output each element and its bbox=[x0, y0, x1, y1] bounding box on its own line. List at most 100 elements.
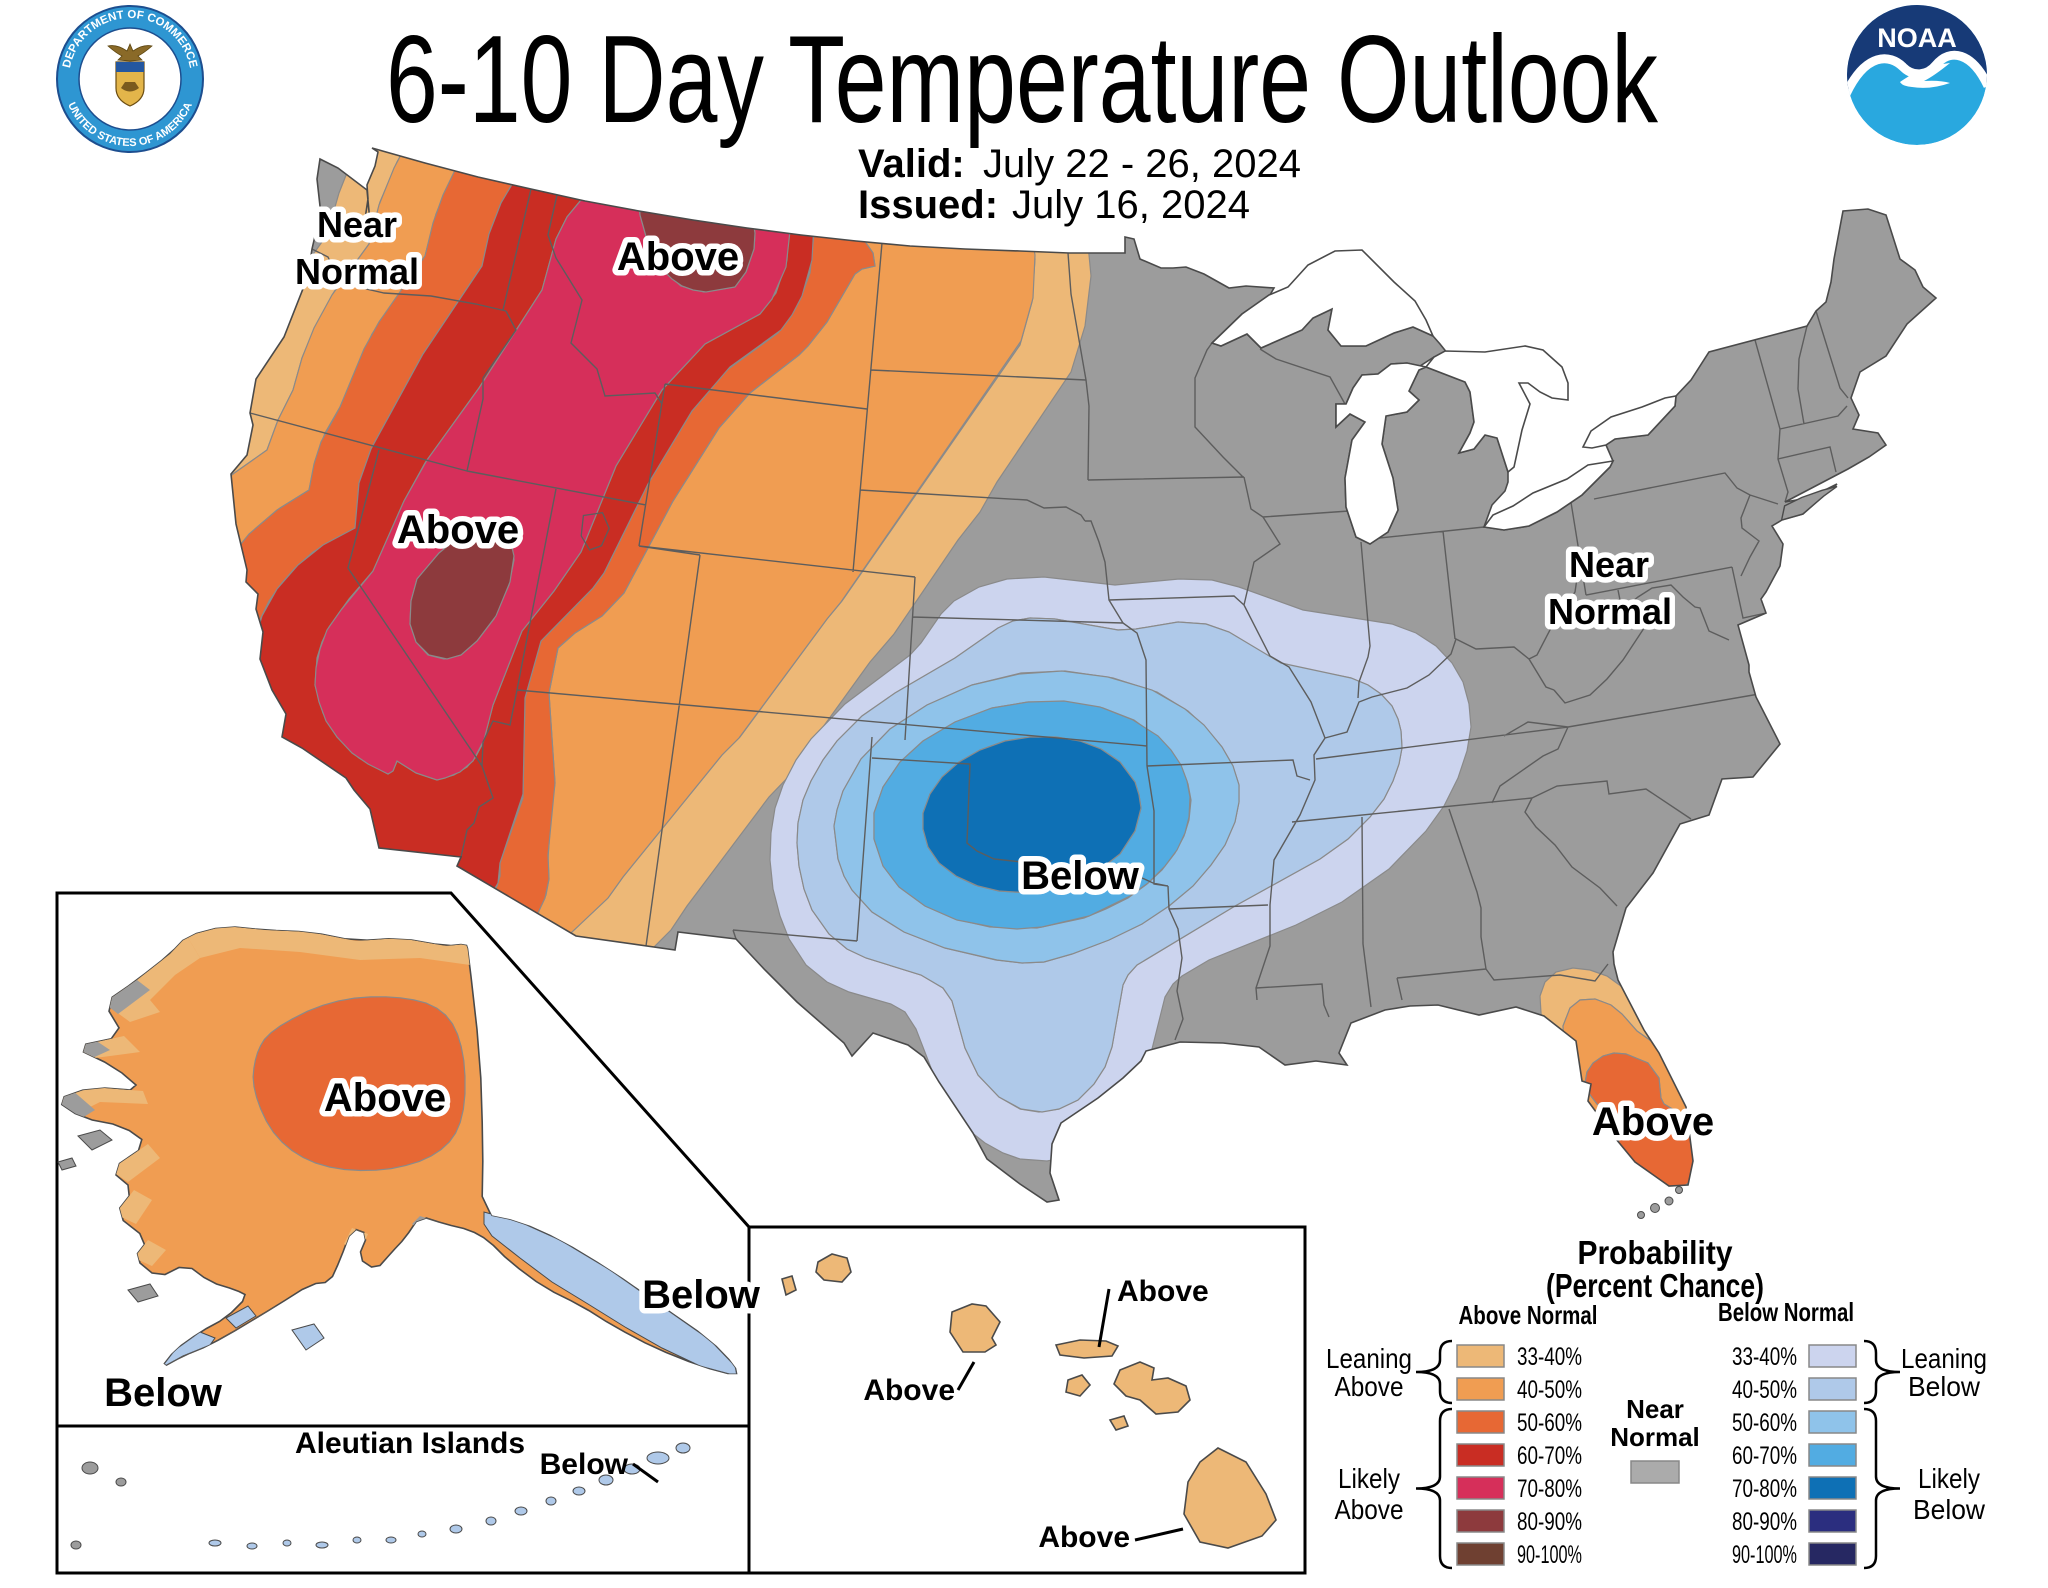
doc-seal-ship bbox=[121, 82, 139, 92]
aleutian-island bbox=[282, 1539, 292, 1547]
legend-below-swatch-5 bbox=[1808, 1509, 1857, 1533]
noaa-logo: NOAA bbox=[1847, 5, 1987, 145]
great-salt-lake bbox=[580, 511, 610, 551]
aleutian-island-gray bbox=[70, 1540, 82, 1550]
map-label-above-florida: Above bbox=[1592, 1100, 1714, 1144]
valid-value: July 22 - 26, 2024 bbox=[983, 142, 1301, 186]
legend-leaning-above-2: Above bbox=[1335, 1371, 1404, 1402]
legend-above-swatch-3 bbox=[1456, 1443, 1505, 1467]
map-label-near-normal-east-2: Normal bbox=[1548, 591, 1672, 632]
hawaii-island-maui bbox=[1113, 1361, 1191, 1415]
aleutian-island-gray bbox=[115, 1477, 127, 1487]
legend-title-2: (Percent Chance) bbox=[1546, 1267, 1764, 1304]
alaska-above-33-40-fringe bbox=[110, 1144, 160, 1182]
alaska-inset bbox=[55, 891, 751, 1575]
map-label-above-nevada: Above bbox=[397, 508, 519, 552]
doc-seal: DEPARTMENT OF COMMERCE UNITED STATES OF … bbox=[56, 5, 204, 153]
map-label-above-alaska: Above bbox=[324, 1076, 446, 1120]
map-label-below-oklahoma: Below bbox=[1021, 854, 1140, 898]
legend-leaning-above-1: Leaning bbox=[1326, 1343, 1412, 1374]
legend-above-range-2: 50-60% bbox=[1517, 1409, 1582, 1437]
florida-keys-island bbox=[1664, 1196, 1674, 1206]
aleutian-island bbox=[675, 1442, 691, 1454]
alaska-above-33-40-fringe bbox=[187, 927, 470, 965]
map-label-near-normal-west-1: Near bbox=[317, 204, 397, 245]
legend-above-swatch-6 bbox=[1456, 1542, 1505, 1566]
aleutian-inset bbox=[70, 1442, 691, 1550]
alaska-above-50-60 bbox=[252, 996, 466, 1172]
lake-michigan bbox=[1335, 362, 1429, 545]
hawaii-island-niihau bbox=[781, 1275, 797, 1297]
hawaii-island-kauai bbox=[815, 1253, 852, 1283]
map-label-above-montana: Above bbox=[617, 235, 739, 279]
hawaii-island-molokai bbox=[1054, 1339, 1120, 1359]
legend-leaning-below-1: Leaning bbox=[1901, 1343, 1987, 1374]
aleutian-island bbox=[352, 1536, 362, 1544]
issued-value: July 16, 2024 bbox=[1012, 183, 1250, 227]
lake-huron bbox=[1424, 345, 1569, 474]
legend-below-swatch-0 bbox=[1808, 1344, 1857, 1368]
legend-likely-below-2: Below bbox=[1913, 1494, 1986, 1525]
legend-above-range-1: 40-50% bbox=[1517, 1376, 1582, 1404]
alaska-below-patch bbox=[225, 1305, 257, 1329]
aleutian-island bbox=[417, 1530, 427, 1538]
florida-keys-island bbox=[1675, 1186, 1683, 1194]
map-label-near-normal-east-1: Near bbox=[1569, 544, 1649, 585]
alaska-island-gray bbox=[127, 1283, 159, 1303]
state-borders bbox=[249, 188, 1849, 1041]
aleutian-below-label: Below bbox=[540, 1448, 629, 1481]
doc-seal-eagle bbox=[107, 42, 153, 62]
legend-below-swatch-4 bbox=[1808, 1476, 1857, 1500]
legend-title-1: Probability bbox=[1578, 1234, 1734, 1271]
valid-label: Valid: bbox=[858, 142, 965, 186]
header: 6-10 Day Temperature Outlook Valid: July… bbox=[56, 5, 1987, 227]
legend-near-normal-2: Normal bbox=[1610, 1422, 1700, 1452]
map-label-below-alaska-sw: Below bbox=[104, 1371, 223, 1415]
legend-below-swatch-1 bbox=[1808, 1377, 1857, 1401]
hawaii-above-top: Above bbox=[1117, 1275, 1209, 1308]
alaska-above-33-40-fringe bbox=[134, 1240, 166, 1266]
legend-above-range-0: 33-40% bbox=[1517, 1343, 1582, 1371]
legend-below-swatch-2 bbox=[1808, 1410, 1857, 1434]
noaa-logo-text: NOAA bbox=[1877, 23, 1957, 53]
lake-ontario bbox=[1581, 395, 1677, 449]
legend-leaning-below-2: Below bbox=[1908, 1371, 1981, 1402]
noaa-logo-sky bbox=[1847, 5, 1987, 94]
issued-label: Issued: bbox=[858, 183, 998, 227]
legend-above-range-3: 60-70% bbox=[1517, 1442, 1582, 1470]
aleutian-island bbox=[598, 1474, 614, 1486]
alaska-above-33-40-fringe bbox=[115, 1190, 152, 1224]
aleutian-island bbox=[208, 1539, 222, 1547]
hawaii-island-big-island bbox=[1183, 1447, 1277, 1549]
aleutian-leader-line bbox=[632, 1462, 659, 1484]
aleutian-island bbox=[246, 1542, 258, 1550]
legend-below-range-2: 50-60% bbox=[1732, 1409, 1797, 1437]
legend-above-range-6: 90-100% bbox=[1517, 1541, 1582, 1569]
legend-above-swatch-0 bbox=[1456, 1344, 1505, 1368]
aleutian-island bbox=[449, 1524, 463, 1534]
legend-below-range-0: 33-40% bbox=[1732, 1343, 1797, 1371]
legend-below-header: Below Normal bbox=[1718, 1297, 1854, 1327]
alaska-island-gray bbox=[77, 1129, 113, 1151]
legend-near-normal-1: Near bbox=[1626, 1394, 1684, 1424]
legend-near-normal-swatch bbox=[1630, 1460, 1680, 1484]
hawaii-inset-box bbox=[747, 1225, 1307, 1575]
aleutian-island bbox=[572, 1486, 586, 1496]
lake-superior bbox=[1210, 249, 1435, 349]
noaa-logo-bird bbox=[1900, 63, 1950, 88]
lake-erie bbox=[1482, 459, 1615, 531]
hawaii-leader-lines bbox=[956, 1288, 1184, 1542]
aleutian-island bbox=[385, 1536, 397, 1544]
legend-below-swatch-6 bbox=[1808, 1542, 1857, 1566]
legend-above-range-5: 80-90% bbox=[1517, 1508, 1582, 1536]
alaska-island-gray bbox=[57, 1157, 77, 1171]
legend-above-swatch-2 bbox=[1456, 1410, 1505, 1434]
legend-brace-leaning-below bbox=[1863, 1339, 1901, 1405]
legend-below-range-4: 70-80% bbox=[1732, 1475, 1797, 1503]
legend-brace-likely-above bbox=[1415, 1407, 1453, 1570]
aleutian-island bbox=[646, 1451, 670, 1465]
map-label-near-normal-west-2: Normal bbox=[295, 251, 419, 292]
hawaii-island-kahoolawe bbox=[1108, 1415, 1130, 1431]
legend-below-range-3: 60-70% bbox=[1732, 1442, 1797, 1470]
alaska-near-normal-patch bbox=[104, 980, 150, 1014]
